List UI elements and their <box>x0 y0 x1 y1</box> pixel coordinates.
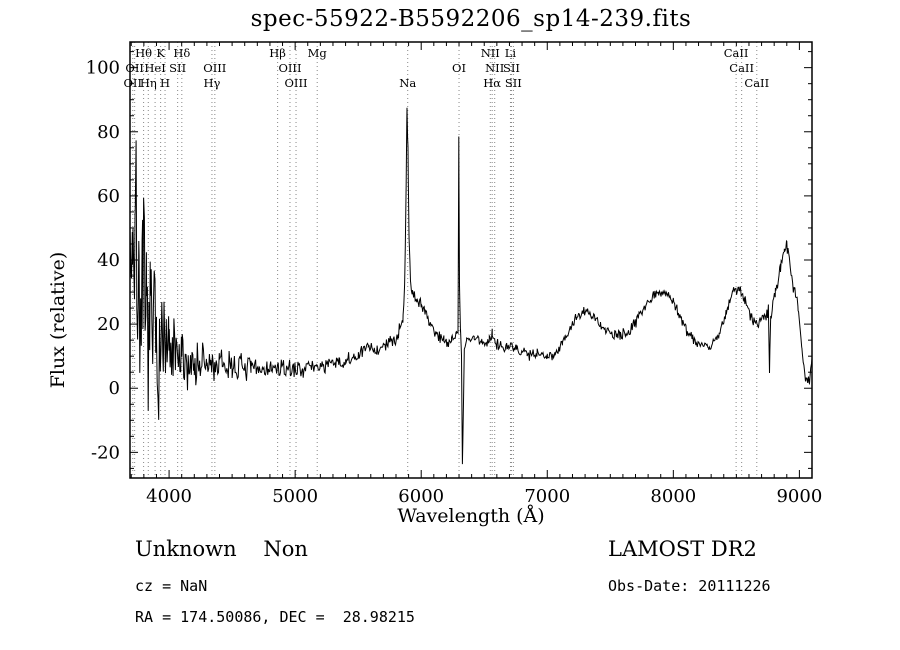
spectral-line-label: H <box>160 76 170 90</box>
plot-frame <box>129 41 813 479</box>
spectral-line-label: OIII <box>278 61 301 75</box>
y-axis-label: Flux (relative) <box>47 251 69 389</box>
spectral-line-label: OII <box>125 61 144 75</box>
classification-label: Unknown Non <box>135 537 308 561</box>
x-tick-label: 7000 <box>524 486 570 507</box>
x-tick-label: 8000 <box>650 486 696 507</box>
obs-date: Obs-Date: 20111226 <box>608 577 771 595</box>
spectral-line-label: OIII <box>284 76 307 90</box>
spectral-line-label: Hγ <box>203 76 220 90</box>
spectral-line-label: NII <box>485 61 504 75</box>
spectral-line-label: SII <box>505 76 522 90</box>
x-tick-label: 6000 <box>398 486 444 507</box>
spectral-line-label: Hδ <box>173 46 190 60</box>
spectrum-trace <box>130 107 812 465</box>
spectral-line-label: SII <box>503 61 520 75</box>
x-tick-label: 9000 <box>776 486 822 507</box>
spectral-line-label: Hθ <box>135 46 152 60</box>
spectral-line-label: Li <box>505 46 517 60</box>
y-tick-label: 20 <box>97 314 120 335</box>
spectral-line-label: CaII <box>744 76 769 90</box>
spectral-line-label: OI <box>452 61 466 75</box>
spectral-line-label: Hη <box>140 76 157 90</box>
x-tick-label: 4000 <box>146 486 192 507</box>
spectral-line-label: CaII <box>724 46 749 60</box>
x-tick-label: 5000 <box>272 486 318 507</box>
spectral-line-label: Hα <box>483 76 501 90</box>
y-tick-label: -20 <box>91 442 120 463</box>
y-tick-label: 40 <box>97 250 120 271</box>
y-tick-label: 60 <box>97 186 120 207</box>
x-axis-label: Wavelength (Å) <box>397 505 545 527</box>
spectral-line-label: CaII <box>729 61 754 75</box>
spectral-line-label: Mg <box>308 46 328 60</box>
y-tick-label: 0 <box>109 378 120 399</box>
cz-value: cz = NaN <box>135 577 208 595</box>
spectral-line-label: OIII <box>203 61 226 75</box>
spectral-line-label: NII <box>481 46 500 60</box>
ra-dec-value: RA = 174.50086, DEC = 28.98215 <box>135 608 415 626</box>
spectral-line-label: Hβ <box>269 46 286 60</box>
spectral-line-label: Na <box>399 76 416 90</box>
survey-label: LAMOST DR2 <box>608 537 757 561</box>
spectral-line-label: HeI <box>144 61 165 75</box>
spectral-line-label: K <box>156 46 165 60</box>
chart-title: spec-55922-B5592206_sp14-239.fits <box>250 6 692 32</box>
y-tick-label: 100 <box>86 58 120 79</box>
spectral-line-label: OII <box>124 76 143 90</box>
y-tick-label: 80 <box>97 122 120 143</box>
spectral-line-label: SII <box>169 61 186 75</box>
